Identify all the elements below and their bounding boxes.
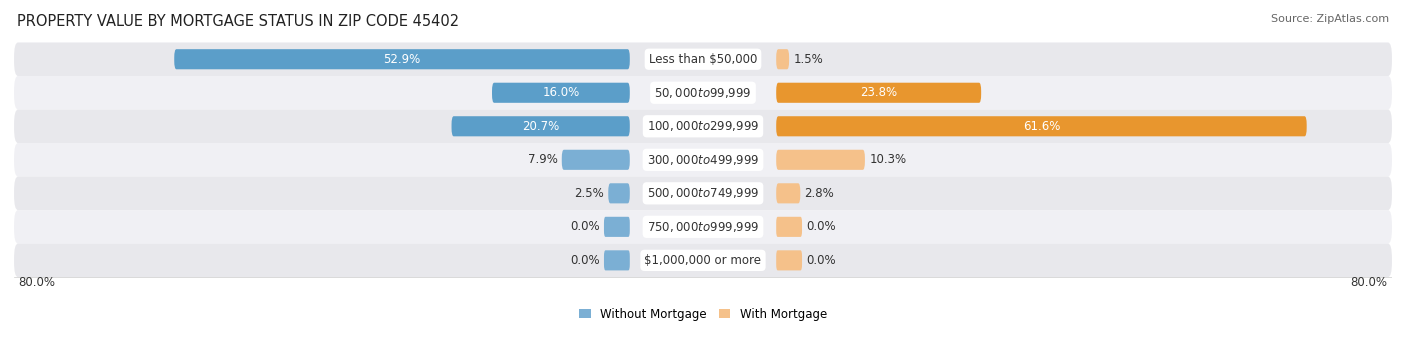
FancyBboxPatch shape [14, 243, 1392, 277]
Text: $500,000 to $749,999: $500,000 to $749,999 [647, 186, 759, 200]
FancyBboxPatch shape [609, 183, 630, 203]
Text: 0.0%: 0.0% [569, 220, 599, 233]
Text: 52.9%: 52.9% [384, 53, 420, 66]
FancyBboxPatch shape [174, 49, 630, 69]
Text: 2.8%: 2.8% [804, 187, 834, 200]
Text: Less than $50,000: Less than $50,000 [648, 53, 758, 66]
FancyBboxPatch shape [776, 183, 800, 203]
FancyBboxPatch shape [492, 83, 630, 103]
Text: 0.0%: 0.0% [807, 254, 837, 267]
FancyBboxPatch shape [776, 150, 865, 170]
FancyBboxPatch shape [562, 150, 630, 170]
Text: 20.7%: 20.7% [522, 120, 560, 133]
Text: $100,000 to $299,999: $100,000 to $299,999 [647, 119, 759, 133]
FancyBboxPatch shape [14, 176, 1392, 210]
Text: 1.5%: 1.5% [793, 53, 823, 66]
FancyBboxPatch shape [14, 143, 1392, 176]
Text: 80.0%: 80.0% [1351, 276, 1388, 289]
FancyBboxPatch shape [776, 83, 981, 103]
Text: Source: ZipAtlas.com: Source: ZipAtlas.com [1271, 14, 1389, 23]
Text: $300,000 to $499,999: $300,000 to $499,999 [647, 153, 759, 167]
FancyBboxPatch shape [14, 42, 1392, 76]
Text: 80.0%: 80.0% [18, 276, 55, 289]
FancyBboxPatch shape [14, 76, 1392, 109]
Text: 10.3%: 10.3% [869, 153, 907, 166]
Text: 0.0%: 0.0% [807, 220, 837, 233]
Text: 16.0%: 16.0% [543, 86, 579, 99]
FancyBboxPatch shape [14, 109, 1392, 143]
FancyBboxPatch shape [451, 116, 630, 136]
FancyBboxPatch shape [776, 116, 1306, 136]
Legend: Without Mortgage, With Mortgage: Without Mortgage, With Mortgage [574, 303, 832, 325]
FancyBboxPatch shape [776, 49, 789, 69]
FancyBboxPatch shape [776, 217, 801, 237]
FancyBboxPatch shape [605, 250, 630, 270]
Text: 7.9%: 7.9% [527, 153, 557, 166]
Text: $750,000 to $999,999: $750,000 to $999,999 [647, 220, 759, 234]
Text: 61.6%: 61.6% [1022, 120, 1060, 133]
FancyBboxPatch shape [605, 217, 630, 237]
Text: $50,000 to $99,999: $50,000 to $99,999 [654, 86, 752, 100]
Text: 2.5%: 2.5% [574, 187, 605, 200]
Text: $1,000,000 or more: $1,000,000 or more [644, 254, 762, 267]
FancyBboxPatch shape [776, 250, 801, 270]
FancyBboxPatch shape [14, 210, 1392, 243]
Text: PROPERTY VALUE BY MORTGAGE STATUS IN ZIP CODE 45402: PROPERTY VALUE BY MORTGAGE STATUS IN ZIP… [17, 14, 458, 29]
Text: 23.8%: 23.8% [860, 86, 897, 99]
Text: 0.0%: 0.0% [569, 254, 599, 267]
